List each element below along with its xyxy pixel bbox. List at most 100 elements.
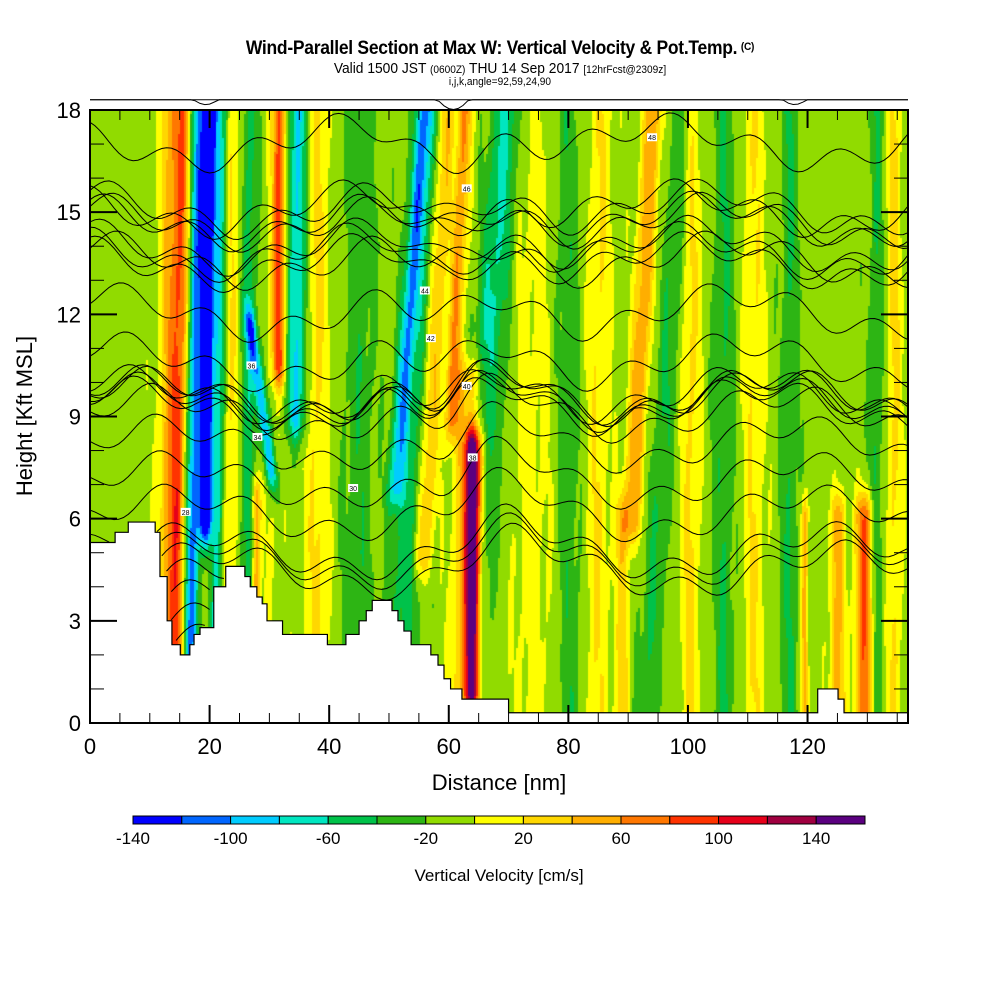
colorbar-tick-label: 20: [514, 829, 533, 848]
copyright-mark: (C): [740, 41, 755, 53]
theta-contour-line: [89, 178, 909, 241]
terrain-profile: [89, 521, 909, 724]
colorbar-tick-label: 100: [704, 829, 732, 848]
svg-text:34: 34: [254, 435, 262, 442]
colorbar-bin: [669, 815, 720, 825]
theta-contour-line: [89, 190, 909, 253]
theta-contour-line: [90, 369, 909, 433]
colorbar-bin: [571, 815, 622, 825]
theta-contour-line: [89, 191, 909, 253]
theta-contour-label: 28: [180, 507, 191, 517]
colorbar: -140 -100 -60 -20 20 60 100 140: [116, 815, 866, 848]
colorbar-bin: [376, 815, 427, 825]
x-tick-label: 120: [789, 734, 826, 759]
svg-text:36: 36: [248, 363, 256, 370]
colorbar-bin: [230, 815, 280, 825]
colorbar-bin: [181, 815, 232, 825]
theta-contour-line: [89, 533, 110, 543]
colorbar-bin: [620, 815, 671, 825]
y-tick-label: 15: [57, 200, 81, 225]
grid-indices: i,j,k,angle=92,59,24,90: [448, 76, 552, 88]
theta-contour-line: [89, 214, 909, 277]
svg-text:38: 38: [469, 455, 477, 462]
theta-contour-line: [89, 435, 909, 510]
svg-text:42: 42: [427, 336, 435, 343]
colorbar-bin: [522, 815, 573, 825]
colorbar-bin: [815, 815, 866, 825]
theta-contour-line: [89, 400, 909, 474]
y-tick-label: 12: [57, 302, 81, 327]
y-tick-label: 18: [57, 98, 81, 123]
theta-contour-line: [89, 331, 909, 393]
title-text: Wind-Parallel Section at Max W: Vertical…: [245, 38, 738, 59]
theta-contour-label: 38: [467, 453, 478, 462]
svg-text:40: 40: [463, 384, 471, 391]
x-tick-label: 0: [84, 734, 96, 759]
y-tick-label: 0: [69, 711, 81, 736]
x-tick-label: 20: [197, 734, 221, 759]
colorbar-bin: [327, 815, 378, 825]
colorbar-label: Vertical Velocity [cm/s]: [414, 866, 583, 885]
svg-text:46: 46: [463, 186, 471, 193]
theta-contour-line: [89, 466, 909, 543]
theta-contour-line: [170, 602, 210, 621]
theta-contour-label: 30: [348, 484, 359, 493]
y-tick-label: 6: [69, 507, 81, 532]
theta-contour-line: [89, 220, 909, 283]
x-tick-label: 40: [317, 734, 341, 759]
terrain-mask: [89, 521, 909, 724]
colorbar-bin: [766, 815, 817, 825]
svg-text:48: 48: [648, 135, 656, 142]
svg-text:28: 28: [182, 510, 190, 517]
x-tick-label: 100: [670, 734, 707, 759]
x-tick-label: 80: [556, 734, 580, 759]
colorbar-bin: [474, 815, 524, 825]
theta-contour-line: [89, 230, 909, 294]
colorbar-tick-label: -60: [316, 829, 341, 848]
colorbar-bin: [278, 815, 329, 825]
colorbar-bin: [718, 815, 768, 825]
chart-subtitle: Valid 1500 JST (0600Z) THU 14 Sep 2017 […: [40, 60, 960, 77]
theta-contour-line: [156, 503, 909, 581]
theta-contour-label: 48: [647, 133, 658, 142]
theta-contour-label: 44: [419, 286, 430, 295]
x-tick-label: 60: [437, 734, 461, 759]
svg-text:44: 44: [421, 288, 429, 295]
theta-contour-line: [90, 99, 908, 111]
theta-contour-label: 34: [252, 432, 263, 442]
theta-contour-label: 42: [425, 334, 436, 343]
colorbar-tick-label: -140: [116, 829, 150, 848]
y-axis-label: Height [Kft MSL]: [12, 336, 37, 496]
theta-contour-line: [89, 375, 909, 437]
theta-contour-label: 36: [246, 361, 257, 370]
theta-contour-line: [175, 623, 205, 641]
colorbar-bin: [132, 815, 183, 825]
theta-contour-line: [89, 282, 909, 343]
colorbar-tick-label: -100: [214, 829, 248, 848]
theta-contour-line: [89, 358, 909, 428]
theta-contour-line: [89, 359, 909, 426]
forecast-info: [12hrFcst@2309z]: [583, 64, 667, 76]
theta-contour-line: [166, 558, 224, 579]
theta-contour-line: [89, 178, 909, 240]
svg-text:30: 30: [349, 486, 357, 493]
colorbar-tick-label: 60: [612, 829, 631, 848]
colorbar-bin: [425, 815, 476, 825]
y-tick-label: 3: [69, 609, 81, 634]
theta-contour-line: [170, 579, 210, 592]
valid-time: Valid 1500 JST: [333, 60, 427, 77]
theta-contour-line: [89, 364, 909, 425]
theta-contour-line: [89, 112, 909, 175]
x-axis-label: Distance [nm]: [432, 770, 567, 795]
valid-utc: (0600Z): [429, 64, 466, 76]
theta-contour-label: 40: [461, 381, 472, 391]
chart-title: Wind-Parallel Section at Max W: Vertical…: [40, 38, 960, 60]
theta-contour-line: [161, 512, 909, 590]
theta-contour-label: 46: [461, 184, 472, 193]
colorbar-tick-label: 140: [802, 829, 830, 848]
theta-contour-line: [89, 230, 909, 291]
colorbar-tick-label: -20: [414, 829, 439, 848]
theta-contours: 28 30 34 36 38 40 42 44 46 48: [89, 99, 909, 641]
